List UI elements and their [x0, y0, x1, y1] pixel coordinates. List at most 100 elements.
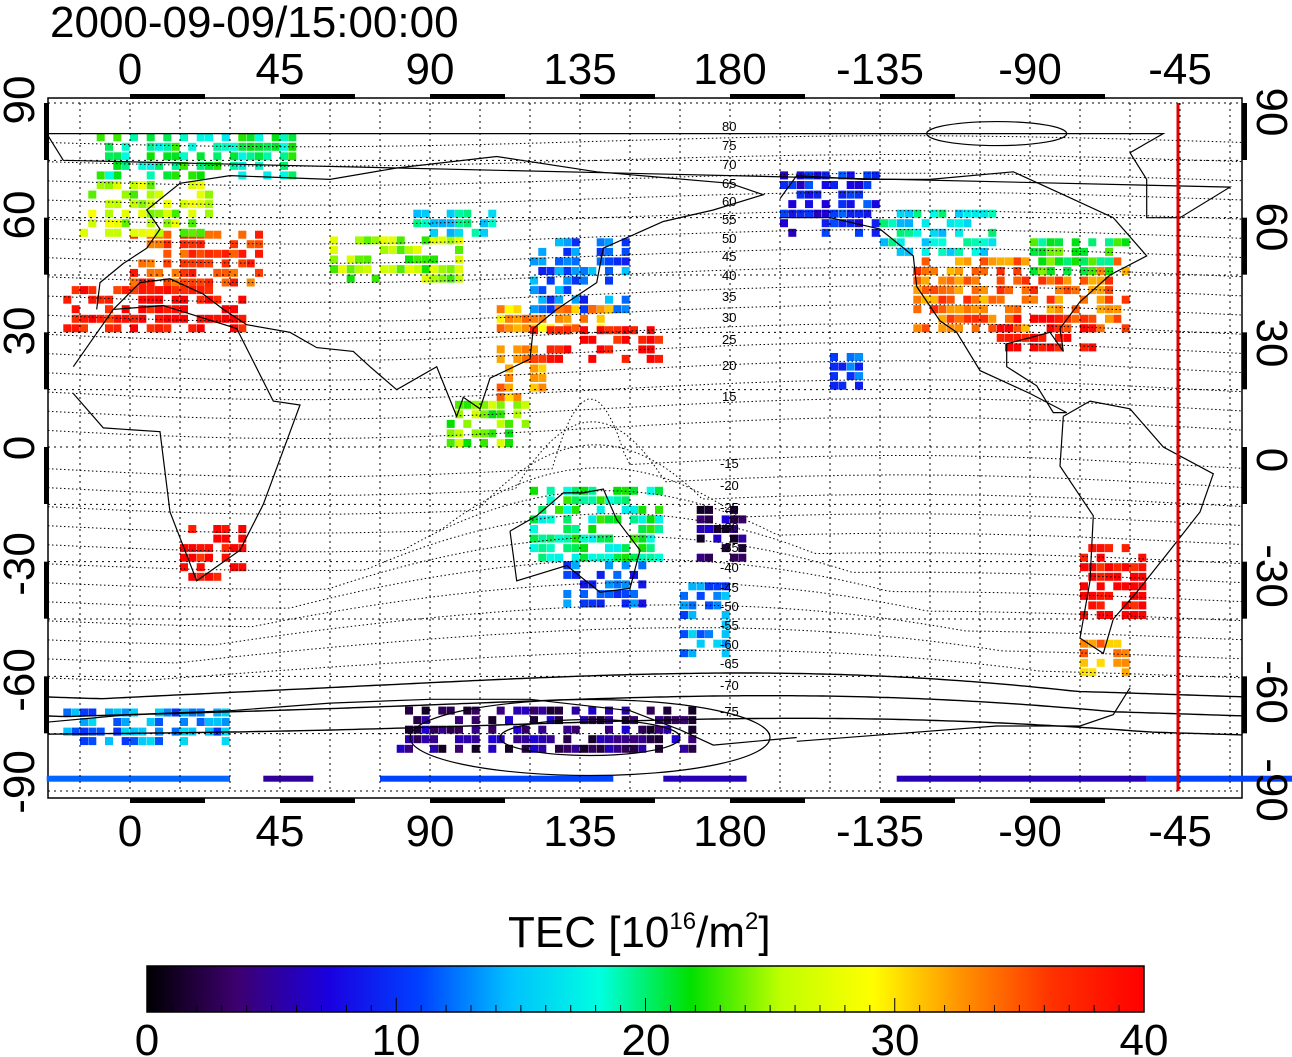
- lat-tick-label: -30: [0, 532, 44, 596]
- contour-label: -70: [720, 678, 739, 693]
- tec-cell: [630, 486, 638, 495]
- tec-cell: [655, 735, 663, 744]
- contour-label: 15: [722, 389, 736, 404]
- tec-cell: [855, 181, 863, 189]
- tec-cell: [863, 209, 872, 218]
- tec-cell: [238, 142, 247, 151]
- tec-cell: [463, 400, 472, 409]
- tec-cell: [1055, 314, 1063, 323]
- tec-cell: [1138, 553, 1147, 562]
- tec-cell: [471, 735, 480, 744]
- tec-cell: [180, 286, 188, 295]
- tec-cell: [838, 209, 847, 218]
- tec-cell: [546, 544, 555, 553]
- tec-cell: [538, 505, 547, 514]
- contour-line: [47, 398, 1243, 420]
- tec-cell: [488, 219, 497, 228]
- tec-cell: [88, 295, 97, 304]
- tec-cell: [696, 515, 705, 524]
- tec-cell: [455, 716, 463, 725]
- tec-cell: [646, 725, 655, 734]
- tec-cell: [571, 324, 580, 333]
- tec-cell: [496, 345, 505, 354]
- tec-cell: [196, 553, 205, 562]
- tec-cell: [430, 228, 438, 237]
- tec-cell: [680, 649, 688, 658]
- tec-cell: [230, 544, 238, 553]
- contour-label: -75: [720, 704, 739, 719]
- tec-cell: [946, 305, 955, 314]
- tec-cell: [455, 228, 463, 237]
- tec-cell: [596, 238, 605, 247]
- tec-cell: [946, 314, 955, 323]
- tec-cell: [996, 295, 1005, 304]
- contour-line: [47, 360, 1243, 381]
- contour-label: -20: [720, 478, 739, 493]
- tec-cell: [555, 345, 563, 354]
- tec-cell: [146, 259, 155, 268]
- tec-cell: [605, 267, 613, 275]
- tec-cell: [1071, 257, 1080, 266]
- tec-cell: [280, 133, 288, 142]
- tec-cell: [563, 744, 572, 753]
- tec-cell: [838, 190, 847, 199]
- tec-cell: [613, 590, 622, 598]
- tec-cell: [221, 278, 230, 287]
- tec-cell: [538, 354, 547, 363]
- tec-cell: [496, 305, 505, 314]
- tec-cell: [621, 599, 630, 608]
- tec-cell: [171, 268, 180, 277]
- tec-cell: [588, 599, 597, 608]
- tec-cell: [1138, 611, 1147, 619]
- tec-cell: [721, 639, 730, 648]
- tec-cell: [1121, 267, 1130, 275]
- tec-cell: [588, 744, 597, 753]
- tec-cell: [605, 706, 613, 715]
- tec-cell: [546, 716, 555, 725]
- tec-cell: [1013, 333, 1022, 342]
- tec-cell: [696, 534, 705, 543]
- tec-cell: [646, 486, 655, 495]
- frame-tick-bar: [1242, 676, 1247, 734]
- tec-cell: [105, 152, 113, 161]
- tec-cell: [471, 429, 480, 438]
- tec-cell: [1096, 544, 1105, 553]
- tec-cell: [638, 725, 647, 734]
- tec-cell: [138, 228, 147, 237]
- tec-cell: [855, 353, 863, 361]
- tec-cell: [180, 240, 188, 249]
- tec-cell: [188, 278, 197, 287]
- tec-cell: [1130, 572, 1138, 581]
- tec-cell: [471, 400, 480, 409]
- tec-cell: [238, 230, 247, 239]
- tec-cell: [163, 278, 172, 287]
- tec-cell: [463, 735, 472, 744]
- tec-cell: [88, 737, 97, 746]
- tec-cell: [88, 286, 97, 295]
- tec-cell: [171, 161, 180, 170]
- tec-cell: [1021, 286, 1030, 295]
- tec-cell: [1088, 276, 1097, 285]
- tec-cell: [1038, 247, 1047, 256]
- tec-cell: [113, 718, 122, 726]
- tec-cell: [71, 324, 80, 333]
- tec-cell: [171, 209, 180, 218]
- tec-cell: [905, 228, 913, 237]
- tec-cell: [580, 580, 588, 589]
- tec-cell: [1013, 314, 1022, 323]
- tec-cell: [655, 725, 663, 734]
- tec-cell: [438, 219, 447, 228]
- tec-cell: [163, 230, 172, 239]
- tec-cell: [955, 209, 963, 218]
- tec-cell: [188, 240, 197, 249]
- frame-tick-bar: [1242, 103, 1247, 160]
- tec-cell: [1121, 324, 1130, 333]
- tec-cell: [530, 534, 538, 543]
- tec-cell: [430, 744, 438, 753]
- tec-cell: [380, 775, 614, 782]
- tec-cell: [1038, 238, 1047, 247]
- tec-cell: [255, 161, 263, 170]
- tec-cell: [571, 295, 580, 304]
- frame-tick-bar: [880, 798, 955, 803]
